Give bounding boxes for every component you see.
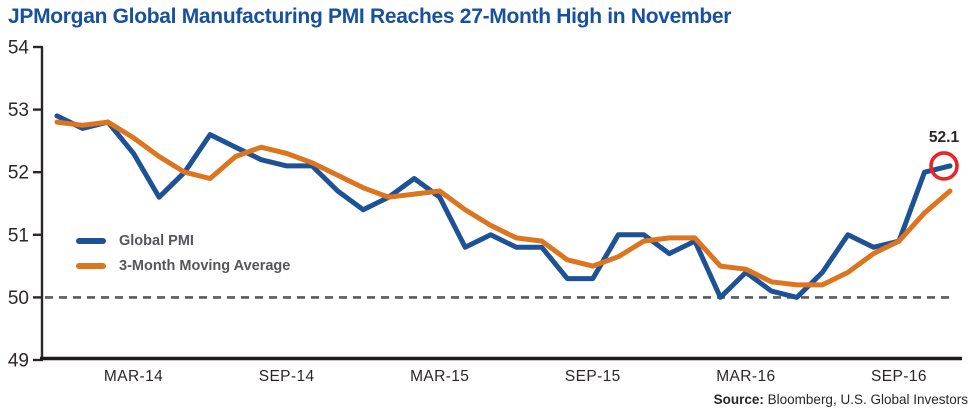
y-axis-label: 50: [8, 288, 29, 309]
annotation-circle: [929, 151, 959, 181]
x-axis-label: SEP-14: [259, 368, 315, 385]
x-axis-label: MAR-15: [410, 368, 469, 385]
x-axis-label: MAR-14: [104, 368, 163, 385]
source-label: Source:: [713, 392, 764, 407]
source-attribution: Source: Bloomberg, U.S. Global Investors: [714, 392, 968, 407]
x-axis-label: SEP-15: [565, 368, 621, 385]
moving-average-line: [54, 119, 953, 288]
legend-label-global-pmi: Global PMI: [119, 233, 194, 249]
moving-average-swatch: [76, 263, 106, 269]
x-axis-label: SEP-16: [871, 368, 927, 385]
chart-title: JPMorgan Global Manufacturing PMI Reache…: [8, 5, 732, 28]
annotation-value: 52.1: [929, 129, 960, 146]
legend-label-moving-average: 3-Month Moving Average: [119, 258, 291, 274]
global-pmi-swatch: [76, 238, 106, 244]
y-axis-label: 53: [8, 100, 29, 121]
legend-item-global-pmi: Global PMI: [76, 233, 290, 249]
y-axis-label: 51: [8, 225, 29, 246]
y-axis-label: 49: [8, 351, 29, 372]
global-pmi-line: [54, 113, 953, 300]
y-axis-label: 52: [8, 163, 29, 184]
x-axis-label: MAR-16: [716, 368, 775, 385]
legend-item-moving-average: 3-Month Moving Average: [76, 258, 290, 274]
source-text: Bloomberg, U.S. Global Investors: [763, 392, 968, 407]
chart-legend: Global PMI 3-Month Moving Average: [76, 233, 290, 274]
y-axis-label: 54: [8, 38, 30, 59]
